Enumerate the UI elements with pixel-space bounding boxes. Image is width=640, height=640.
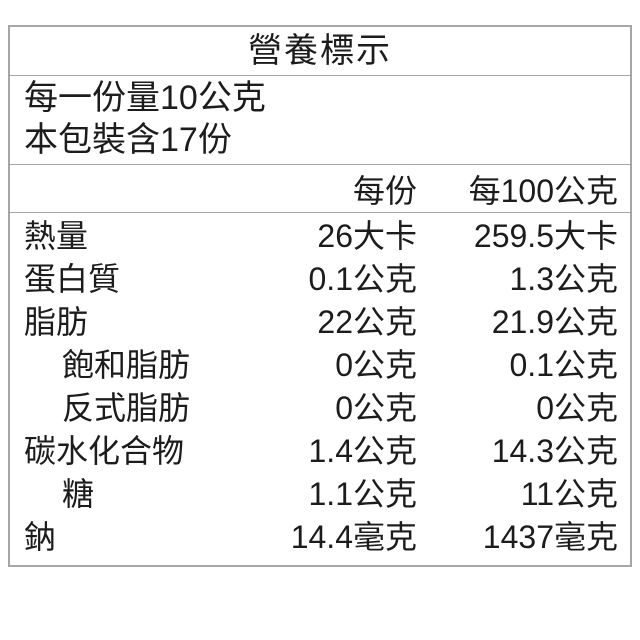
row-protein: 蛋白質 0.1公克 1.3公克 [24,258,618,301]
nutrient-name: 糖 [62,476,95,512]
value-per-100g: 21.9公克 [491,304,618,340]
value-per-100g: 0.1公克 [509,347,619,383]
nutrient-rows: 熱量 26大卡 259.5大卡 蛋白質 0.1公克 1.3公克 脂肪 22公克 … [10,213,630,565]
nutrient-name: 反式脂肪 [62,390,191,426]
nutrient-name: 蛋白質 [24,261,121,297]
value-per-serving: 0公克 [335,347,417,383]
value-per-100g: 14.3公克 [491,433,618,469]
row-fat: 脂肪 22公克 21.9公克 [24,301,618,344]
row-trans-fat: 反式脂肪 0公克 0公克 [24,387,618,430]
value-per-serving: 1.4公克 [308,433,418,469]
row-sugar: 糖 1.1公克 11公克 [24,473,618,516]
nutrient-name: 鈉 [24,519,57,555]
value-per-serving: 0公克 [335,390,417,426]
nutrient-name: 脂肪 [24,304,89,340]
value-per-100g: 11公克 [520,476,618,512]
row-saturated-fat: 飽和脂肪 0公克 0.1公克 [24,344,618,387]
nutrient-name: 碳水化合物 [24,433,185,469]
value-per-serving: 22公克 [317,304,417,340]
value-per-100g: 259.5大卡 [473,218,618,254]
row-sodium: 鈉 14.4毫克 1437毫克 [24,516,618,559]
value-per-100g: 1437毫克 [482,519,618,555]
column-header-row: 每份 每100公克 [10,165,630,213]
nutrition-table: 營養標示 每一份量10公克 本包裝含17份 每份 每100公克 熱量 26大卡 … [8,25,632,567]
value-per-100g: 1.3公克 [509,261,619,297]
column-header-per-serving: 每份 [352,172,417,209]
row-carbohydrate: 碳水化合物 1.4公克 14.3公克 [24,430,618,473]
value-per-serving: 26大卡 [317,218,417,254]
nutrient-name: 熱量 [24,218,89,254]
value-per-serving: 0.1公克 [308,261,418,297]
value-per-100g: 0公克 [536,390,618,426]
servings-per-package-text: 本包裝含17份 [24,121,232,159]
nutrition-title: 營養標示 [10,27,630,76]
nutrient-name: 飽和脂肪 [62,347,191,383]
value-per-serving: 14.4毫克 [290,519,417,555]
serving-info-section: 每一份量10公克 本包裝含17份 [10,76,630,165]
value-per-serving: 1.1公克 [308,476,418,512]
column-header-per-100g: 每100公克 [468,172,618,209]
row-calories: 熱量 26大卡 259.5大卡 [24,215,618,258]
serving-size-text: 每一份量10公克 [24,79,266,117]
